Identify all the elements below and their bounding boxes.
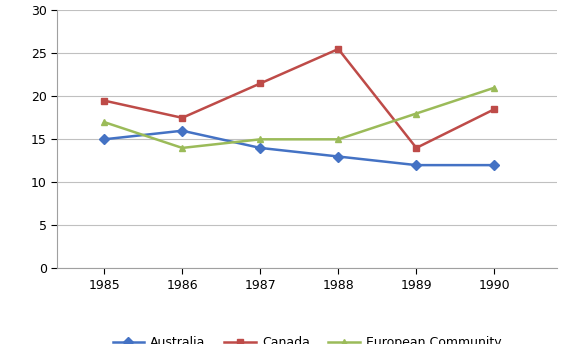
European Community bbox=[101, 120, 108, 124]
Line: Australia: Australia bbox=[101, 127, 498, 169]
European Community bbox=[179, 146, 185, 150]
Australia bbox=[179, 129, 185, 133]
Canada bbox=[491, 107, 498, 111]
Australia bbox=[257, 146, 263, 150]
Australia bbox=[491, 163, 498, 167]
European Community bbox=[413, 111, 420, 116]
Line: Canada: Canada bbox=[101, 45, 498, 151]
Canada bbox=[335, 47, 342, 51]
European Community bbox=[257, 137, 263, 141]
Australia bbox=[413, 163, 420, 167]
Canada bbox=[257, 82, 263, 86]
European Community bbox=[335, 137, 342, 141]
Canada bbox=[101, 98, 108, 103]
European Community bbox=[491, 86, 498, 90]
Line: European Community: European Community bbox=[101, 84, 498, 151]
Canada bbox=[179, 116, 185, 120]
Canada bbox=[413, 146, 420, 150]
Legend: Australia, Canada, European Community: Australia, Canada, European Community bbox=[108, 331, 506, 344]
Australia bbox=[101, 137, 108, 141]
Australia bbox=[335, 154, 342, 159]
